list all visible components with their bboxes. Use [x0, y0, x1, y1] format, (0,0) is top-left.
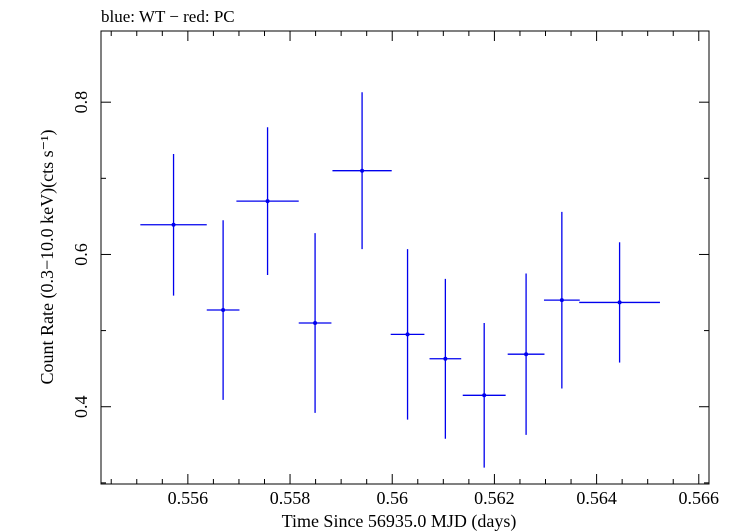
point-marker [617, 300, 622, 305]
chart-title: blue: WT − red: PC [101, 7, 235, 26]
data-point [298, 233, 332, 413]
point-marker [265, 199, 270, 204]
point-marker [559, 298, 564, 303]
x-tick-label: 0.566 [679, 488, 720, 508]
data-point [462, 322, 506, 468]
y-axis-label: Count Rate (0.3−10.0 keV)(cts s⁻¹) [37, 129, 58, 384]
point-marker [171, 222, 176, 227]
point-marker [482, 393, 487, 398]
data-point [236, 127, 299, 276]
x-tick-label: 0.558 [270, 488, 311, 508]
data-point [206, 220, 240, 400]
y-tick-label: 0.8 [71, 91, 91, 114]
point-marker [221, 308, 226, 313]
data-points [140, 92, 660, 468]
data-point [140, 153, 207, 296]
plot-frame [100, 30, 710, 485]
y-tick-label: 0.6 [71, 243, 91, 266]
point-marker [313, 320, 318, 325]
y-axis-ticks: 0.4 0.6 0.8 [71, 91, 709, 484]
x-tick-label: 0.562 [474, 488, 515, 508]
plot-border [100, 30, 710, 485]
point-marker [360, 168, 365, 173]
x-axis-ticks: 0.556 0.558 0.56 0.562 0.564 0.566 [110, 31, 720, 508]
x-tick-label: 0.556 [168, 488, 209, 508]
x-tick-label: 0.56 [376, 488, 408, 508]
data-point [579, 242, 660, 363]
x-axis-label: Time Since 56935.0 MJD (days) [282, 511, 517, 532]
point-marker [524, 352, 529, 357]
data-point [390, 249, 425, 420]
data-point [507, 273, 545, 435]
point-marker [443, 356, 448, 361]
x-tick-label: 0.564 [576, 488, 617, 508]
data-point [543, 211, 580, 389]
y-tick-label: 0.4 [71, 395, 91, 418]
data-point [332, 92, 392, 250]
data-point [429, 278, 462, 439]
point-marker [405, 332, 410, 337]
